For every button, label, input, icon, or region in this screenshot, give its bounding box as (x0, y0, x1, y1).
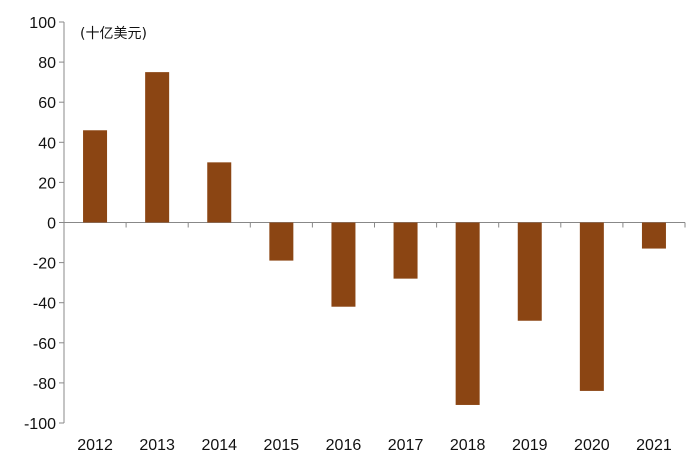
bar-2017 (393, 222, 418, 279)
y-tick-label: 40 (38, 135, 56, 152)
y-tick-label: 0 (47, 216, 56, 233)
y-tick-label: -60 (33, 336, 56, 353)
x-tick-label: 2017 (388, 437, 424, 454)
y-tick-label: -100 (24, 416, 56, 433)
y-tick-label: -40 (33, 296, 56, 313)
x-tick-label: 2016 (326, 437, 362, 454)
bar-2014 (207, 162, 232, 223)
x-tick-label: 2014 (201, 437, 237, 454)
bar-2020 (579, 222, 604, 391)
y-tick-label: -80 (33, 376, 56, 393)
y-tick-label: 80 (38, 55, 56, 72)
x-tick-label: 2012 (77, 437, 113, 454)
bar-2019 (517, 222, 542, 321)
bar-2021 (641, 222, 666, 249)
y-tick-label: -20 (33, 256, 56, 273)
bars (83, 72, 666, 405)
y-axis: 100 80 60 40 20 0 -20 -40 -60 -80 -100 (24, 15, 65, 433)
x-tick-label: 2020 (574, 437, 610, 454)
x-tick-label: 2015 (264, 437, 300, 454)
bar-2012 (83, 130, 108, 223)
x-tick-label: 2013 (139, 437, 175, 454)
bar-2016 (331, 222, 356, 307)
bar-2018 (455, 222, 480, 405)
bar-2013 (145, 72, 170, 223)
y-tick-label: 100 (29, 15, 56, 32)
x-tick-label: 2021 (636, 437, 672, 454)
unit-label: (十亿美元) (80, 26, 147, 42)
y-tick-label: 60 (38, 95, 56, 112)
y-tick-label: 20 (38, 175, 56, 192)
x-tick-label: 2018 (450, 437, 486, 454)
bar-2015 (269, 222, 294, 261)
x-tick-label: 2019 (512, 437, 548, 454)
